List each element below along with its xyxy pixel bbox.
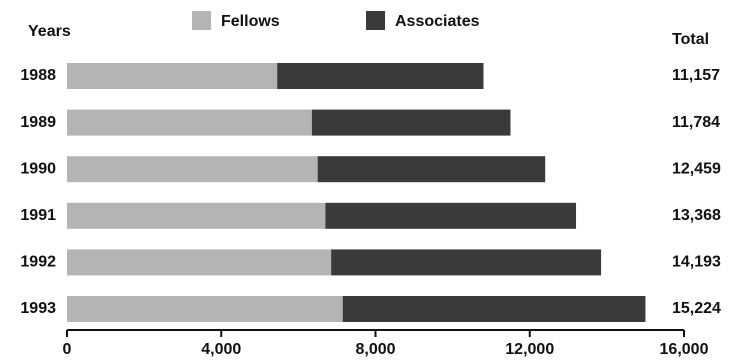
total-label: 15,224 [672,300,721,317]
total-label: 11,784 [672,114,720,131]
total-label: 11,157 [672,67,720,84]
bar-segment [67,63,278,89]
bar-segment [325,202,577,229]
x-tick-label: 12,000 [505,341,554,358]
legend-label: Associates [395,13,480,30]
bar-segment [67,202,326,229]
y-tick-label: 1991 [20,207,56,224]
bar-segment [311,109,511,136]
bar-segment [67,156,318,183]
bar-segment [317,156,546,183]
y-tick-label: 1988 [20,67,56,84]
total-label: 13,368 [672,207,721,224]
x-tick-label: 4,000 [201,341,241,358]
legend-label: Fellows [221,13,280,30]
y-tick-label: 1993 [20,300,56,317]
bar-segment [67,296,343,322]
legend-swatch [192,11,211,30]
bar-segment [67,109,312,136]
bar-segment [67,249,332,276]
bar-segment [342,296,646,322]
y-axis-label: Years [28,23,71,40]
total-label: 14,193 [672,254,721,271]
y-tick-label: 1990 [20,160,56,177]
y-tick-label: 1989 [20,114,56,131]
y-tick-label: 1992 [20,254,56,271]
legend-swatch [366,11,385,30]
x-tick-label: 16,000 [660,341,709,358]
x-tick-label: 8,000 [355,341,395,358]
x-tick-label: 0 [63,341,72,358]
total-label: 12,459 [672,160,721,177]
bar-segment [277,63,484,89]
bar-segment [331,249,602,276]
total-header: Total [672,31,709,48]
